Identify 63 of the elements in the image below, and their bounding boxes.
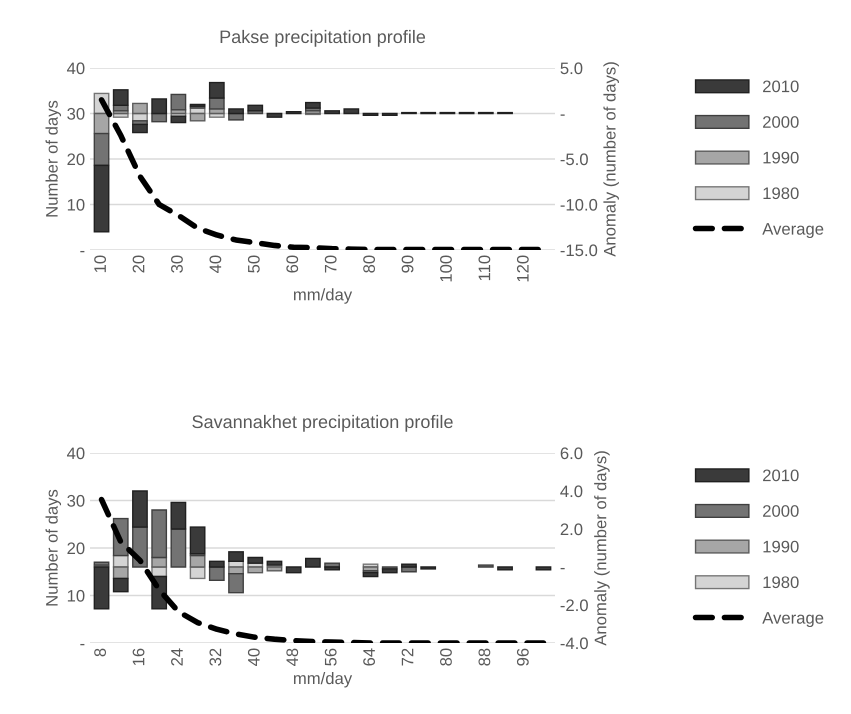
x-tick-label: 30 — [171, 256, 183, 273]
x-axis-title: mm/day — [294, 288, 352, 304]
x-tick-label: 120 — [516, 256, 529, 282]
y-tick-label: 10 — [68, 198, 84, 211]
y-tick-label: - — [80, 644, 84, 646]
x-tick-label: 50 — [248, 256, 260, 273]
x-tick-label: 32 — [209, 648, 222, 666]
y2-tick-label: -4.0 — [560, 637, 588, 650]
legend-label: 1990 — [763, 152, 799, 164]
legend-label: 2010 — [763, 80, 799, 92]
y-tick-label: 40 — [66, 62, 84, 74]
y2-tick-label: 4.0 — [560, 485, 582, 498]
x-tick-label: 40 — [248, 648, 260, 666]
y-tick-label: 20 — [67, 542, 84, 554]
y2-tick-label: - — [560, 568, 565, 570]
y2-tick-label: -15.0 — [560, 244, 598, 256]
y-tick-label: 30 — [67, 108, 84, 120]
legend-label: 2000 — [763, 505, 799, 517]
legend-label: 1980 — [763, 576, 799, 588]
y2-tick-label: 5.0 — [560, 62, 582, 74]
y-tick-label: 10 — [68, 590, 84, 602]
x-tick-label: 40 — [209, 256, 222, 274]
x-tick-label: 110 — [478, 256, 490, 280]
x-tick-label: 72 — [402, 648, 414, 666]
y2-tick-label: 2.0 — [560, 523, 582, 536]
x-tick-label: 88 — [478, 648, 490, 666]
y-tick-label: - — [80, 250, 84, 252]
y-tick-label: 40 — [66, 447, 84, 460]
x-tick-label: 64 — [363, 648, 376, 666]
y2-tick-label: -2.0 — [560, 599, 588, 612]
x-tick-label: 96 — [516, 648, 529, 666]
y-tick-label: 20 — [67, 153, 84, 166]
x-tick-label: 16 — [132, 648, 144, 666]
x-tick-label: 80 — [440, 648, 452, 666]
x-tick-label: 20 — [132, 256, 144, 273]
y2-axis-title: Anomaly (number of days) — [594, 451, 610, 646]
legend-label: 1980 — [763, 187, 799, 200]
legend-label: 2010 — [763, 469, 799, 482]
legend-label: 1990 — [763, 540, 799, 553]
x-tick-label: 80 — [363, 256, 376, 273]
x-tick-label: 70 — [324, 256, 337, 273]
legend-label: 2000 — [763, 116, 799, 128]
x-tick-label: 24 — [171, 648, 183, 666]
y2-tick-label: 6.0 — [560, 447, 582, 460]
x-tick-label: 56 — [324, 648, 337, 666]
chart-title: Savannakhet precipitation profile — [192, 414, 453, 432]
x-tick-label: 8 — [94, 648, 106, 656]
y-tick-label: 30 — [67, 494, 84, 507]
x-tick-label: 100 — [440, 256, 452, 282]
x-tick-label: 60 — [286, 256, 298, 273]
x-axis-title: mm/day — [294, 672, 352, 688]
y2-tick-label: - — [560, 114, 565, 116]
x-tick-label: 10 — [94, 256, 106, 272]
y-axis-title: Number of days — [46, 490, 62, 606]
x-tick-label: 48 — [286, 648, 298, 666]
y-axis-title: Number of days — [46, 100, 62, 216]
x-tick-label: 90 — [402, 256, 414, 273]
y2-tick-label: -5.0 — [560, 153, 588, 166]
legend-label: Average — [762, 612, 824, 628]
legend-label: Average — [762, 223, 824, 238]
y2-axis-title: Anomaly (number of days) — [603, 62, 619, 257]
chart-title: Pakse precipitation profile — [220, 30, 426, 47]
y2-tick-label: -10.0 — [560, 198, 598, 211]
